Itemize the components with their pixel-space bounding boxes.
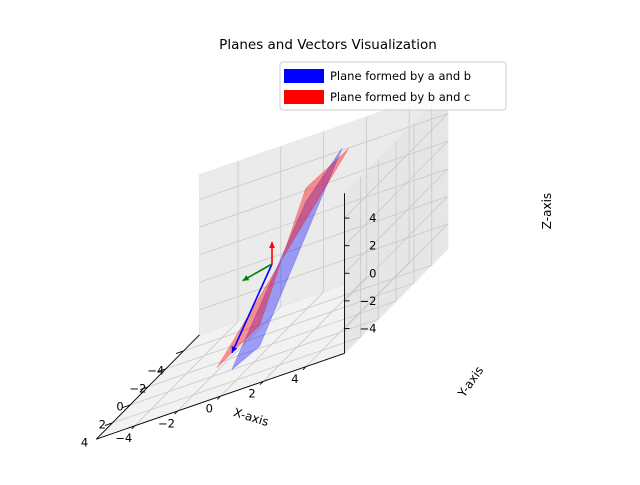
y-tick-mark bbox=[216, 395, 221, 400]
x-tick-label: −4 bbox=[147, 364, 164, 378]
y-tick-label: 2 bbox=[248, 387, 255, 401]
z-tick-label: 2 bbox=[369, 239, 376, 253]
vector-a-line bbox=[231, 263, 273, 354]
z-tick-label: −4 bbox=[360, 322, 377, 336]
plane-a-b bbox=[231, 147, 343, 370]
y-tick-label: 4 bbox=[291, 372, 298, 386]
x-tick-label: 4 bbox=[81, 436, 88, 450]
x-tick-mark bbox=[122, 404, 131, 408]
y-tick-label: 0 bbox=[206, 402, 213, 416]
legend-frame bbox=[279, 61, 507, 111]
y-tick-mark bbox=[302, 366, 307, 371]
vector-a-arrowhead bbox=[231, 346, 238, 353]
x-tick-label: −2 bbox=[129, 382, 146, 396]
z-tick-label: −2 bbox=[360, 294, 377, 308]
grid-line-z-back bbox=[344, 140, 449, 246]
vector-c-arrowhead bbox=[242, 275, 250, 281]
grid-lines bbox=[112, 102, 449, 427]
y-tick-label: −2 bbox=[158, 416, 175, 430]
x-tick-mark bbox=[104, 422, 113, 426]
x-tick-mark bbox=[175, 350, 184, 354]
y-tick-label: −4 bbox=[115, 431, 132, 445]
legend-swatch-plane-ab bbox=[284, 69, 324, 83]
x-tick-label: 2 bbox=[99, 418, 106, 432]
grid-line-z-left bbox=[199, 113, 448, 200]
y-tick-mark bbox=[259, 381, 264, 385]
grid-line-x-floor bbox=[112, 336, 361, 424]
y-tick-mark bbox=[131, 425, 136, 430]
grid-line-y-floor bbox=[220, 291, 324, 397]
legend-swatch-plane-bc bbox=[284, 90, 324, 104]
z-tick-label: 4 bbox=[369, 211, 376, 225]
vectors bbox=[231, 241, 275, 354]
y-tick-mark bbox=[174, 410, 178, 415]
grid-line-x-floor bbox=[129, 318, 379, 406]
x-ticks: −4 −2 0 2 4 bbox=[81, 364, 164, 450]
grid-line-y-floor bbox=[262, 276, 367, 382]
legend: Plane formed by a and b Plane formed by … bbox=[279, 61, 507, 111]
chart-title: Planes and Vectors Visualization bbox=[219, 37, 437, 53]
y-ticks: −4 −2 0 2 4 bbox=[115, 372, 298, 445]
vector-b-arrowhead bbox=[269, 241, 275, 248]
z-ticks: −4 −2 0 2 4 bbox=[360, 211, 377, 335]
grid-line-z-back bbox=[344, 113, 449, 219]
grid-line-y-floor bbox=[305, 261, 410, 367]
legend-label-plane-bc: Plane formed by b and c bbox=[330, 90, 470, 104]
x-tick-label: 0 bbox=[116, 400, 123, 414]
legend-label-plane-ab: Plane formed by a and b bbox=[330, 69, 471, 83]
z-axis-label: Z-axis bbox=[540, 193, 554, 229]
x-tick-mark bbox=[140, 386, 149, 390]
z-tick-label: 0 bbox=[369, 266, 376, 280]
axis-lines bbox=[95, 193, 350, 440]
grid-line-z-back bbox=[344, 168, 449, 274]
x-tick-mark bbox=[158, 368, 166, 372]
